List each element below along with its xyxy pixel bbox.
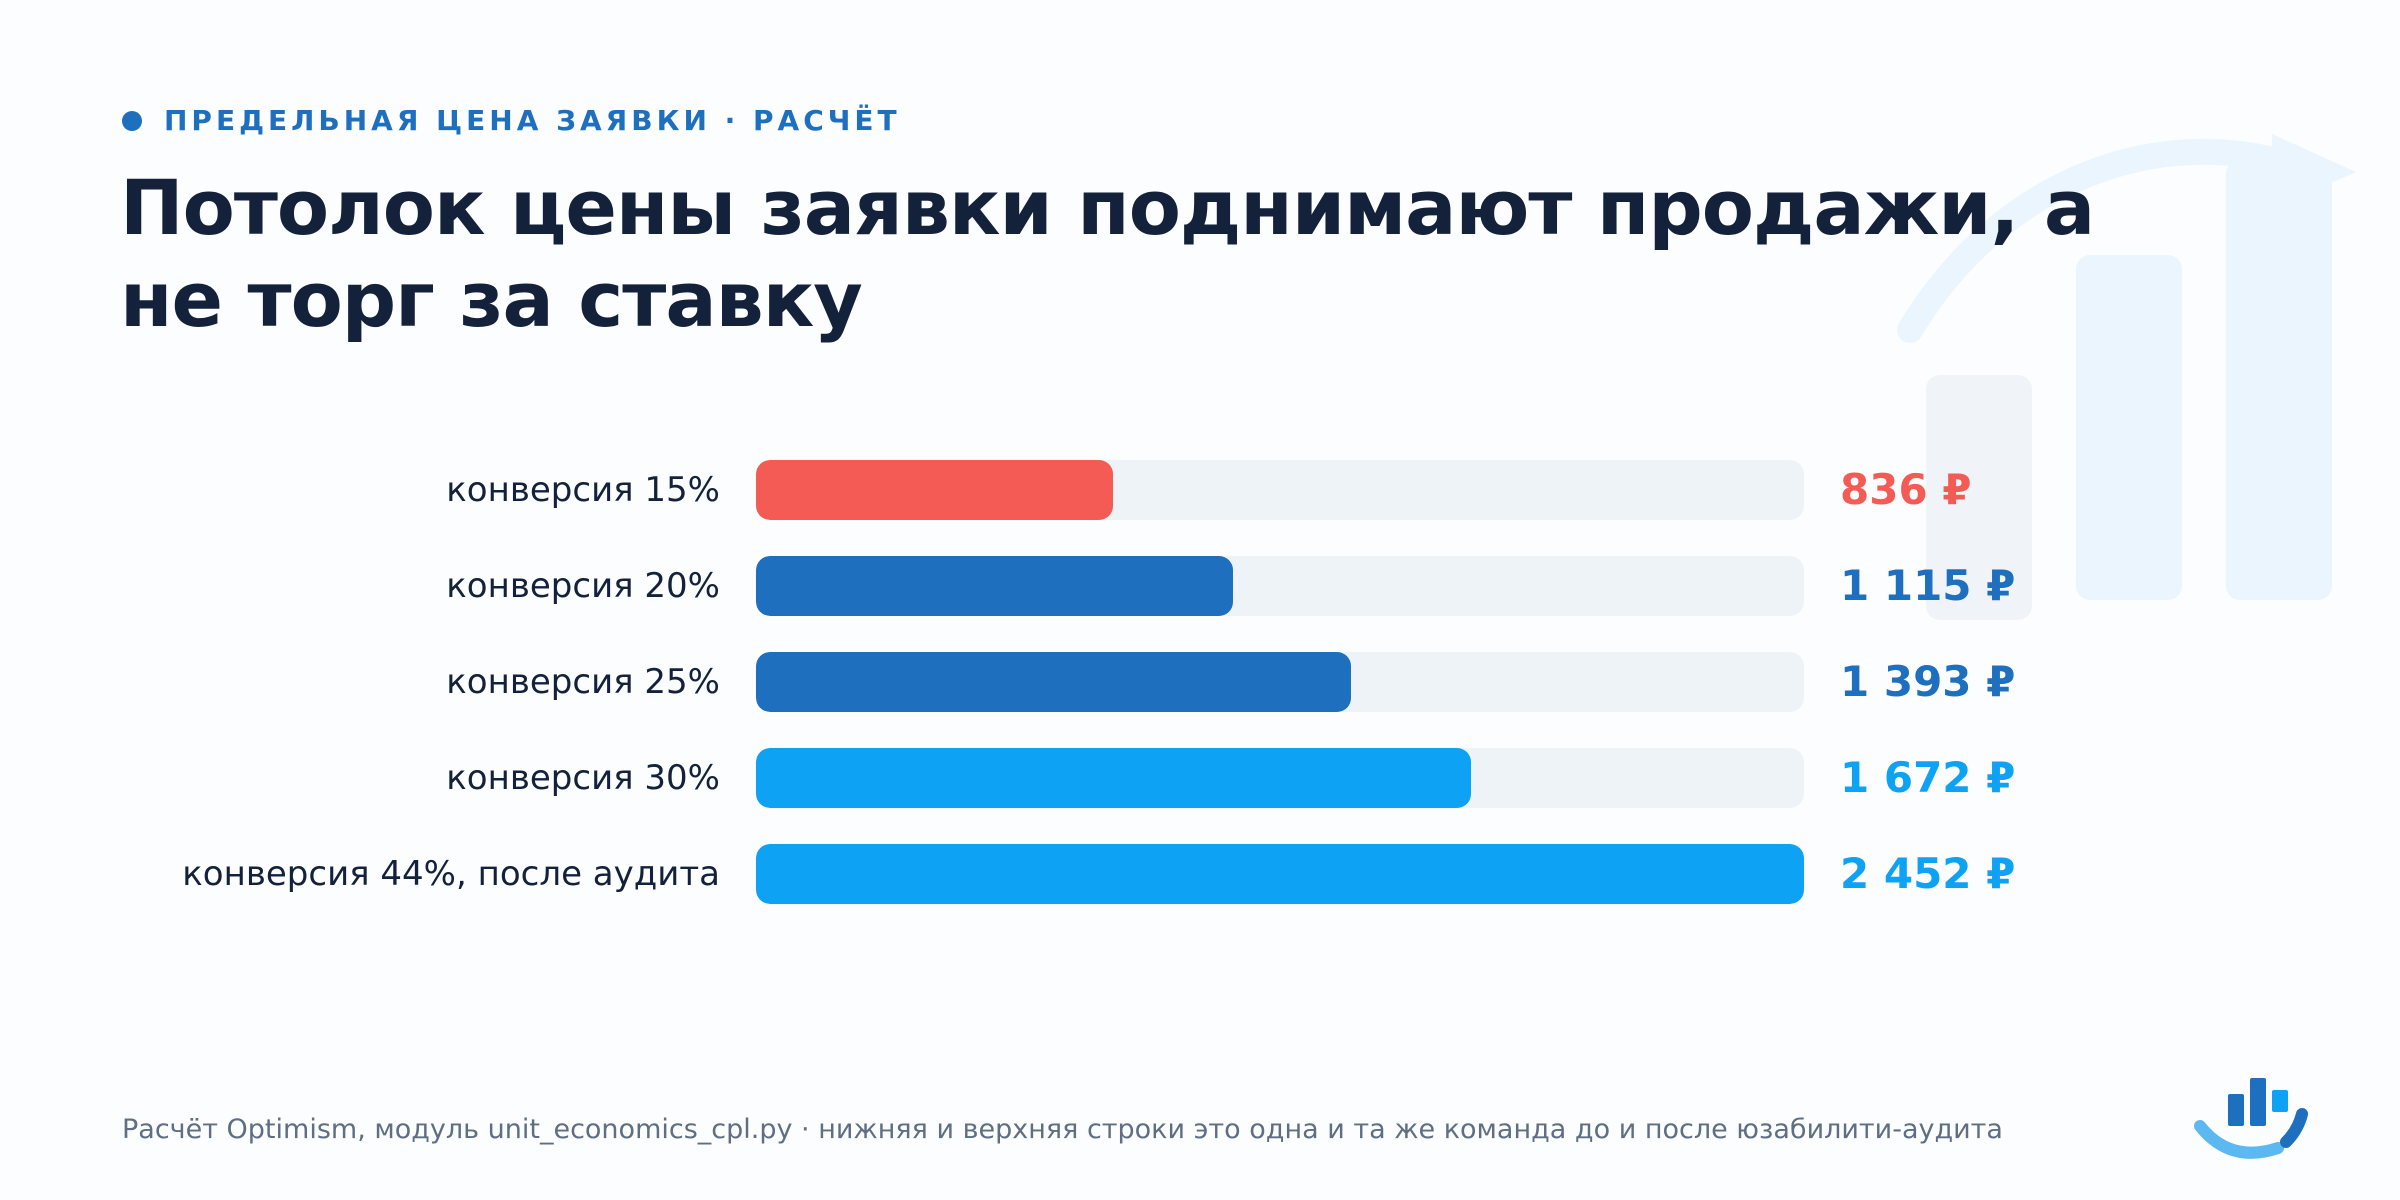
bar-category-label: конверсия 44%, после аудита <box>182 854 720 894</box>
bar <box>756 748 1471 808</box>
bar-category-label: конверсия 15% <box>446 470 720 510</box>
bar-value-label: 836 ₽ <box>1840 465 1972 514</box>
bar-track <box>756 844 1804 904</box>
bar-category-label: конверсия 30% <box>446 758 720 798</box>
bar-value-label: 1 393 ₽ <box>1840 657 2016 706</box>
bar-row: конверсия 20% 1 115 ₽ <box>0 556 2400 616</box>
footer-note: Расчёт Optimism, модуль unit_economics_c… <box>122 1114 2003 1145</box>
bar <box>756 460 1113 520</box>
bar-track <box>756 652 1804 712</box>
bar-chart-arc-logo-icon <box>2194 1078 2308 1159</box>
bar-track <box>756 748 1804 808</box>
bar <box>756 556 1233 616</box>
bar-row: конверсия 44%, после аудита 2 452 ₽ <box>0 844 2400 904</box>
bar-value-label: 1 672 ₽ <box>1840 753 2016 802</box>
bar-category-label: конверсия 20% <box>446 566 720 606</box>
bar-track <box>756 556 1804 616</box>
bar-category-label: конверсия 25% <box>446 662 720 702</box>
bar-chart: конверсия 15% 836 ₽ конверсия 20% 1 115 ₽ ко… <box>0 460 2400 920</box>
bar <box>756 652 1351 712</box>
page-title: Потолок цены заявки поднимают продажи, а… <box>120 163 2095 344</box>
bar-value-label: 2 452 ₽ <box>1840 849 2016 898</box>
bar <box>756 844 1804 904</box>
bar-row: конверсия 25% 1 393 ₽ <box>0 652 2400 712</box>
bar-chart-arrow-decoration-icon <box>1897 134 2356 620</box>
kicker: ПРЕДЕЛЬНАЯ ЦЕНА ЗАЯВКИ · РАСЧЁТ <box>122 104 901 137</box>
bar-value-label: 1 115 ₽ <box>1840 561 2016 610</box>
bar-row: конверсия 30% 1 672 ₽ <box>0 748 2400 808</box>
bar-track <box>756 460 1804 520</box>
kicker-dot-icon <box>122 110 142 131</box>
bar-row: конверсия 15% 836 ₽ <box>0 460 2400 520</box>
kicker-text: ПРЕДЕЛЬНАЯ ЦЕНА ЗАЯВКИ · РАСЧЁТ <box>164 104 901 137</box>
